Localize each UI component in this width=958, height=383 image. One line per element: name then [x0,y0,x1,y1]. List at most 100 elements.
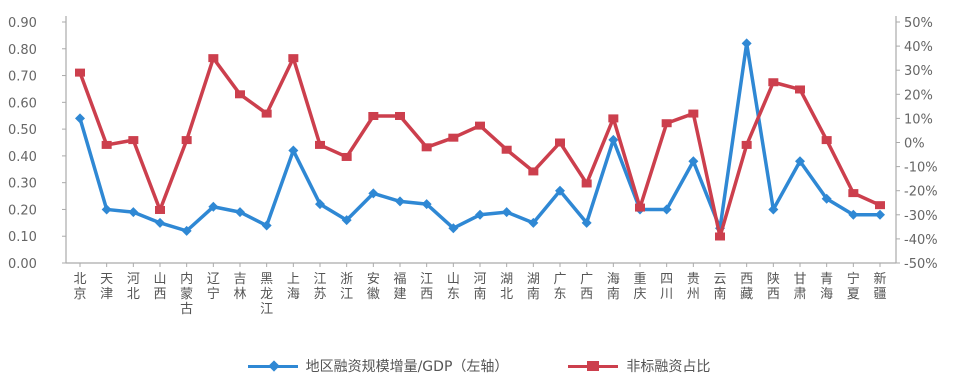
data-point-nonstandard [288,54,299,63]
data-point-gdp [315,199,325,210]
left-tick-label: 0.10 [8,230,37,245]
left-tick-label: 0.60 [8,96,37,111]
data-point-nonstandard [848,189,859,198]
data-point-gdp [475,209,485,220]
data-point-gdp [155,217,165,228]
x-tick-label: 内蒙古 [180,271,193,317]
data-point-nonstandard [821,136,832,145]
right-tick-label: -40% [904,233,938,248]
data-point-nonstandard [555,138,565,147]
data-point-nonstandard [208,54,219,63]
x-tick-label: 陕西 [767,272,780,302]
data-point-gdp [421,199,432,210]
data-point-gdp [661,204,672,215]
series-line-nonstandard [78,56,881,239]
data-point-gdp [448,223,459,234]
legend-label-nonstandard: 非标融资占比 [626,359,711,375]
x-tick-label: 云南 [713,272,726,302]
right-tick-label: 0% [904,137,925,152]
legend-item-nonstandard: 非标融资占比 [568,356,710,376]
left-tick-label: 0.30 [8,177,37,192]
series-line-gdp [78,41,880,233]
x-tick-label: 山西 [153,272,166,302]
data-point-nonstandard [315,140,325,149]
left-tick-label: 0.20 [8,203,37,218]
data-point-gdp [261,220,272,231]
left-tick-label: 0.70 [8,70,37,85]
left-tick-label: 0.40 [8,150,37,165]
data-point-nonstandard [341,152,352,161]
data-point-nonstandard [235,90,245,99]
x-tick-label: 重庆 [633,271,646,302]
data-point-nonstandard [421,143,432,152]
x-tick-label: 四川 [660,272,673,302]
x-tick-label: 广西 [580,272,593,302]
data-point-nonstandard [795,85,805,94]
data-point-gdp [795,156,805,167]
data-point-gdp [608,134,619,145]
data-point-gdp [741,38,752,49]
x-tick-label: 安徽 [367,272,380,302]
data-point-nonstandard [715,232,725,241]
right-tick-label: 50% [904,16,933,31]
legend-swatch-red [568,358,619,374]
x-tick-label: 新疆 [873,271,886,302]
left-tick-label: 0.90 [8,16,37,31]
data-point-nonstandard [261,109,272,118]
right-tick-label: 10% [904,112,933,127]
data-point-gdp [235,207,245,218]
data-point-nonstandard [635,203,645,212]
x-tick-label: 贵州 [687,272,700,302]
x-tick-label: 福建 [393,272,406,302]
right-tick-label: 20% [904,88,933,103]
x-tick-label: 江西 [420,272,433,302]
data-point-gdp [395,196,405,207]
x-tick-label: 甘肃 [793,272,806,302]
x-tick-label: 海南 [607,272,620,302]
series-layer [75,38,885,241]
data-point-gdp [128,207,139,218]
x-tick-label: 湖南 [527,272,540,302]
axes-layer: 0.00 0.10 0.20 0.30 0.40 0.50 0.60 0.70 0.80 0.90… [8,16,938,317]
x-tick-label: 山东 [447,272,460,302]
data-point-gdp [688,156,699,167]
left-tick-label: 0.80 [8,43,37,58]
data-point-gdp [875,209,885,220]
data-point-gdp [288,145,299,156]
right-tick-label: -10% [904,161,938,176]
legend-label-gdp: 地区融资规模增量/GDP（左轴） [305,359,509,375]
data-point-nonstandard [581,179,592,188]
x-tick-label: 黑龙江 [260,272,273,317]
x-tick-label: 河南 [473,272,486,302]
data-point-nonstandard [155,205,165,214]
data-point-nonstandard [875,201,885,210]
data-point-nonstandard [475,121,485,130]
x-tick-label: 上海 [287,272,300,302]
data-point-gdp [75,113,85,124]
left-tick-label: 0.00 [8,257,37,272]
data-point-nonstandard [528,167,539,176]
x-tick-label: 天津 [100,272,113,302]
legend: 地区融资规模增量/GDP（左轴） 非标融资占比 [0,353,958,379]
x-tick-label: 北京 [73,272,86,302]
chart: 0.00 0.10 0.20 0.30 0.40 0.50 0.60 0.70 0.80 0.90… [8,16,938,317]
right-tick-label: 30% [904,64,933,79]
data-point-gdp [581,217,592,228]
left-tick-label: 0.50 [8,123,37,138]
right-tick-label: -30% [904,209,938,224]
data-point-nonstandard [688,109,699,118]
data-point-nonstandard [768,78,779,87]
data-point-gdp [501,207,512,218]
x-tick-label: 河北 [127,272,140,302]
data-point-gdp [101,204,112,215]
data-point-gdp [341,215,352,226]
legend-item-gdp: 地区融资规模增量/GDP（左轴） [247,356,509,376]
data-point-gdp [848,209,859,220]
data-point-gdp [368,188,379,199]
x-tick-label: 西藏 [740,272,753,302]
data-point-nonstandard [608,114,619,123]
x-tick-label: 辽宁 [207,272,220,302]
data-point-nonstandard [448,133,459,142]
data-point-gdp [821,193,832,204]
data-point-gdp [528,217,539,228]
